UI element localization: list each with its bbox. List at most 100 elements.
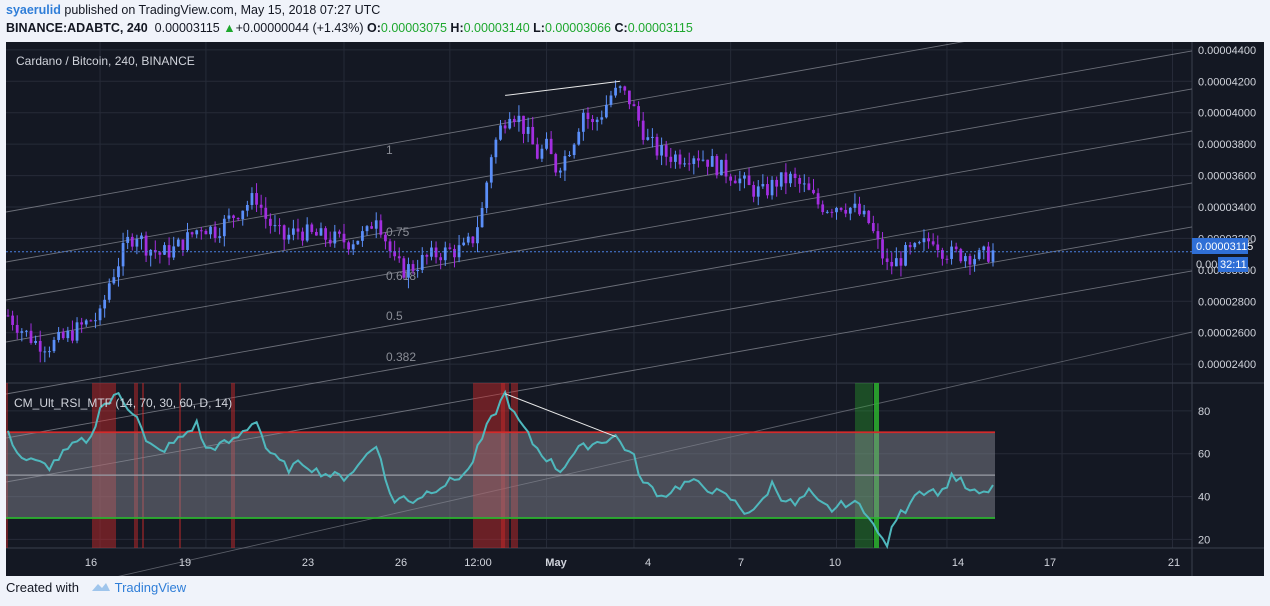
candle-body [34, 341, 37, 343]
candle-body [720, 159, 723, 176]
candle-body [618, 86, 622, 88]
candle-body [324, 228, 327, 240]
candle-body [80, 322, 84, 325]
candle-body [186, 232, 189, 250]
candle-body [871, 223, 875, 232]
candle-body [209, 226, 212, 235]
price-divergence-line [505, 80, 621, 96]
candle-body [554, 154, 558, 173]
candle-body [296, 228, 300, 232]
candle-body [825, 211, 829, 213]
overbought-band [142, 383, 144, 548]
candle-body [959, 249, 963, 262]
candle-body [236, 218, 240, 220]
candle-body [964, 256, 967, 262]
candle-body [57, 331, 61, 340]
fib-label: 0.75 [386, 225, 410, 239]
candle-body [374, 220, 378, 229]
candle-body [812, 189, 815, 194]
candle-body [29, 330, 33, 343]
candle-body [526, 126, 530, 134]
candle-body [848, 207, 852, 214]
candle-body [342, 233, 346, 243]
candle-body [485, 182, 489, 208]
countdown-prefix: 0.000 [1196, 259, 1224, 271]
candle-body [287, 234, 291, 240]
candle-body [591, 118, 594, 123]
candle-body [181, 239, 185, 250]
candle-body [494, 139, 498, 158]
candle-body [844, 209, 848, 214]
candle-body [6, 315, 10, 317]
candle-body [282, 225, 286, 240]
price-tick-label: 0.00003800 [1198, 139, 1256, 151]
overbought-band [134, 383, 138, 548]
candle-body [218, 236, 222, 238]
candle-body [328, 239, 332, 244]
candle-body [987, 246, 990, 262]
candle-body [853, 203, 857, 208]
candle-body [858, 203, 861, 215]
candle-body [940, 250, 944, 259]
candle-body [535, 144, 539, 159]
candle-body [351, 244, 355, 250]
chart-panel[interactable] [6, 42, 1264, 576]
candle-body [163, 245, 166, 255]
channel-line [6, 42, 965, 213]
rsi-tick-label: 20 [1198, 534, 1210, 546]
candle-body [315, 231, 318, 236]
candle-body [558, 170, 562, 173]
candles [6, 80, 1192, 363]
candle-body [531, 126, 535, 145]
candle-body [830, 211, 834, 213]
candle-body [706, 159, 710, 167]
candle-body [950, 246, 953, 259]
candle-body [48, 351, 51, 353]
candle-body [126, 236, 130, 243]
candle-body [213, 226, 217, 238]
countdown-bg [1218, 257, 1248, 272]
candle-body [241, 210, 245, 220]
candle-body [508, 118, 512, 129]
candle-body [439, 257, 443, 261]
candle-body [250, 193, 254, 205]
candle-body [305, 224, 309, 241]
candle-body [913, 243, 917, 248]
candle-body [259, 204, 263, 208]
overbought-band [473, 383, 505, 548]
rsi-line [7, 389, 994, 550]
candle-body [908, 245, 912, 248]
candle-body [632, 104, 636, 107]
open-label: O: [367, 21, 381, 35]
tradingview-link[interactable]: TradingView [114, 580, 187, 595]
close-label: C: [614, 21, 628, 35]
candle-body [443, 247, 447, 261]
candle-body [365, 226, 369, 232]
price-tick-label: 0.00002600 [1198, 328, 1256, 340]
author-link[interactable]: syaerulid [6, 3, 61, 17]
candle-body [25, 330, 28, 332]
candle-body [402, 258, 406, 278]
candle-body [397, 256, 401, 259]
candle-body [245, 204, 249, 211]
candle-body [117, 266, 120, 278]
overbought-band [501, 383, 509, 548]
chart-canvas[interactable]: 1 0.75 0.618 0.5 0.382 0.00004400 0.00004200 0… [6, 42, 1264, 576]
overbought-band [92, 383, 116, 548]
candle-body [784, 172, 788, 184]
high-value: 0.00003140 [463, 21, 530, 35]
candle-body [572, 144, 576, 156]
candle-body [687, 163, 691, 165]
candle-body [103, 299, 107, 309]
fib-label: 1 [386, 143, 393, 157]
rsi-line-path [7, 389, 994, 550]
candle-body [655, 136, 659, 156]
price-tick-label: 0.00003400 [1198, 202, 1256, 214]
candle-body [945, 258, 949, 260]
created-with-label: Created with [6, 580, 79, 595]
candle-body [586, 112, 590, 119]
candle-body [232, 215, 235, 219]
candle-body [733, 180, 737, 184]
candle-body [393, 251, 397, 257]
candle-body [664, 145, 668, 157]
